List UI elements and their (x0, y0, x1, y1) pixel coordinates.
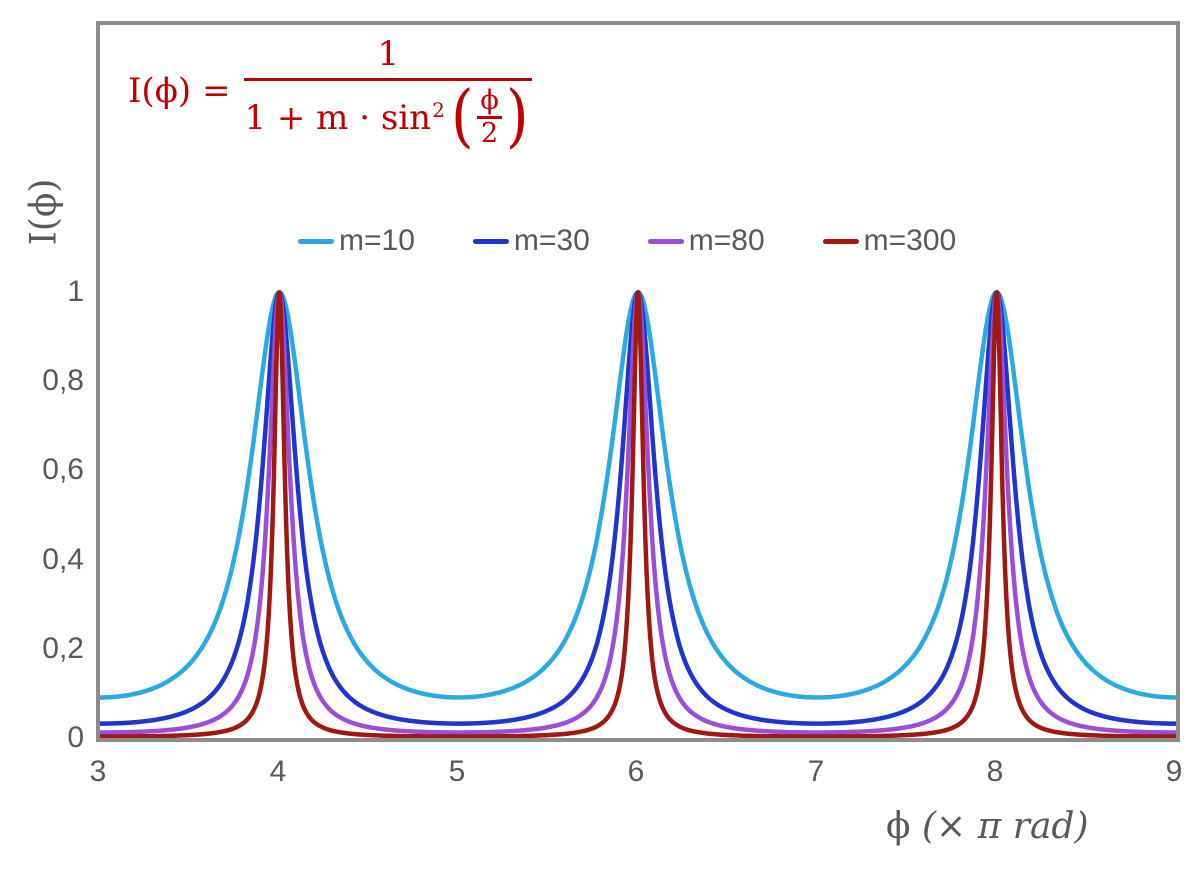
y-axis-title: I(ϕ) (23, 178, 65, 246)
curve-m=80 (100, 290, 1176, 735)
legend-item-m300: m=300 (822, 224, 957, 258)
legend-item-m10: m=10 (298, 224, 415, 258)
formula-lhs: I(ϕ) = (128, 71, 231, 112)
y-tick-0.4: 0,4 (42, 543, 84, 576)
x-tick-4: 4 (269, 755, 287, 788)
denominator-text: 1 + m · sin (244, 97, 432, 138)
sin-exponent: 2 (432, 97, 445, 122)
inner-fraction-bar (477, 116, 502, 119)
x-tick-8: 8 (986, 755, 1004, 788)
y-tick-0.6: 0,6 (42, 453, 84, 486)
y-tick-0: 0 (67, 721, 84, 754)
curve-lines (100, 290, 1176, 738)
inner-denominator: 2 (480, 117, 499, 149)
legend-swatch-m10 (298, 238, 334, 244)
legend: m=10 m=30 m=80 m=300 (298, 224, 956, 258)
formula-annotation: I(ϕ) = 1 1 + m · sin 2 ( ϕ 2 ) (128, 34, 533, 157)
x-axis-title-phi: ϕ (886, 806, 911, 847)
plot-area (96, 21, 1180, 742)
legend-label-m30: m=30 (513, 224, 590, 257)
x-tick-5: 5 (448, 755, 466, 788)
formula-numerator: 1 (377, 34, 400, 74)
close-paren: ) (505, 77, 529, 157)
legend-label-m80: m=80 (688, 224, 765, 257)
legend-item-m30: m=30 (472, 224, 590, 258)
open-paren: ( (450, 77, 474, 157)
legend-swatch-m300 (822, 238, 859, 244)
x-tick-9: 9 (1165, 755, 1183, 788)
y-tick-1: 1 (67, 275, 84, 308)
x-tick-7: 7 (807, 755, 825, 788)
legend-label-m10: m=10 (339, 224, 415, 257)
formula-fraction: 1 1 + m · sin 2 ( ϕ 2 ) (244, 34, 533, 157)
legend-item-m80: m=80 (647, 224, 765, 258)
formula-denominator: 1 + m · sin 2 ( ϕ 2 ) (244, 77, 532, 157)
fraction-bar (244, 78, 533, 81)
x-axis-title-units: (× π rad) (922, 806, 1089, 847)
legend-swatch-m30 (472, 238, 509, 244)
legend-label-m300: m=300 (863, 224, 957, 257)
legend-swatch-m80 (647, 238, 684, 244)
y-tick-0.8: 0,8 (42, 364, 84, 397)
curve-m=300 (100, 290, 1176, 738)
x-tick-6: 6 (627, 755, 645, 788)
inner-fraction: ϕ 2 (477, 85, 502, 149)
y-tick-0.2: 0,2 (42, 632, 84, 665)
inner-numerator: ϕ (480, 85, 499, 116)
x-axis-title: ϕ (× π rad) (886, 806, 1089, 847)
x-tick-3: 3 (89, 755, 107, 788)
curve-m=30 (100, 290, 1176, 726)
